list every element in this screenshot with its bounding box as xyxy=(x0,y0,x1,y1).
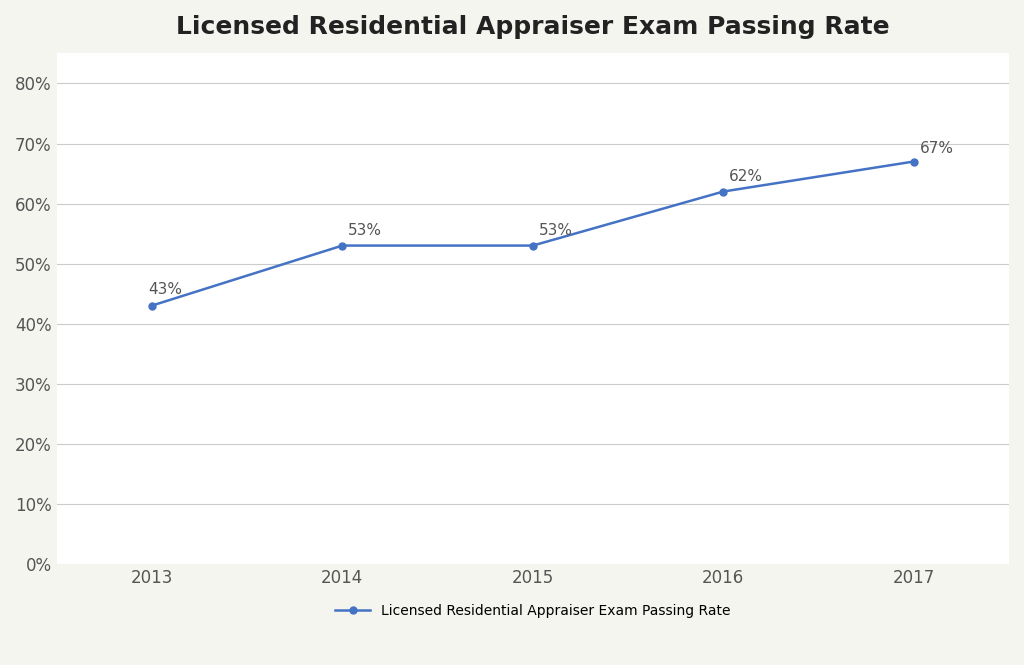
Text: 67%: 67% xyxy=(920,140,953,156)
Text: 43%: 43% xyxy=(148,281,182,297)
Legend: Licensed Residential Appraiser Exam Passing Rate: Licensed Residential Appraiser Exam Pass… xyxy=(330,598,736,623)
Text: 53%: 53% xyxy=(539,223,572,238)
Title: Licensed Residential Appraiser Exam Passing Rate: Licensed Residential Appraiser Exam Pass… xyxy=(176,15,890,39)
Text: 62%: 62% xyxy=(729,170,763,184)
Text: 53%: 53% xyxy=(348,223,382,238)
